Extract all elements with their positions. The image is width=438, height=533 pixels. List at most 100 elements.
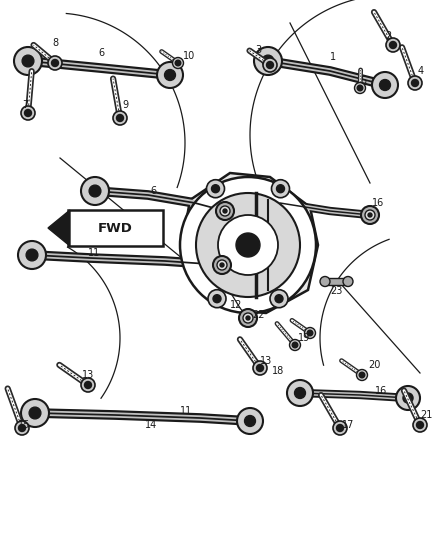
Circle shape bbox=[357, 85, 363, 91]
Circle shape bbox=[21, 399, 49, 427]
Circle shape bbox=[389, 42, 396, 49]
Circle shape bbox=[220, 263, 224, 267]
Circle shape bbox=[307, 330, 313, 336]
Polygon shape bbox=[48, 210, 70, 246]
Circle shape bbox=[218, 215, 278, 275]
Circle shape bbox=[26, 249, 38, 261]
Circle shape bbox=[212, 185, 219, 193]
Text: 22: 22 bbox=[252, 310, 265, 320]
Text: 6: 6 bbox=[150, 186, 156, 196]
Text: 19: 19 bbox=[298, 333, 310, 343]
Circle shape bbox=[180, 177, 316, 313]
Text: 17: 17 bbox=[342, 420, 354, 430]
Circle shape bbox=[223, 209, 227, 213]
Circle shape bbox=[276, 185, 285, 193]
FancyBboxPatch shape bbox=[68, 210, 163, 246]
Circle shape bbox=[196, 193, 300, 297]
Circle shape bbox=[22, 55, 34, 67]
Text: 18: 18 bbox=[272, 366, 284, 376]
Circle shape bbox=[396, 386, 420, 410]
Circle shape bbox=[413, 418, 427, 432]
Circle shape bbox=[213, 295, 221, 303]
Circle shape bbox=[52, 60, 59, 67]
Circle shape bbox=[417, 422, 424, 429]
Text: 9: 9 bbox=[122, 100, 128, 110]
Text: 4: 4 bbox=[418, 66, 424, 76]
Circle shape bbox=[81, 378, 95, 392]
Circle shape bbox=[294, 387, 305, 399]
Circle shape bbox=[361, 206, 379, 224]
Circle shape bbox=[275, 295, 283, 303]
Circle shape bbox=[85, 382, 92, 389]
Circle shape bbox=[81, 177, 109, 205]
Text: 16: 16 bbox=[372, 198, 384, 208]
Circle shape bbox=[206, 180, 225, 198]
Circle shape bbox=[175, 60, 181, 66]
Circle shape bbox=[386, 38, 400, 52]
Text: 13: 13 bbox=[82, 370, 94, 380]
Text: 16: 16 bbox=[375, 386, 387, 396]
Circle shape bbox=[21, 106, 35, 120]
Circle shape bbox=[254, 47, 282, 75]
Circle shape bbox=[365, 210, 375, 220]
Circle shape bbox=[357, 369, 367, 381]
Circle shape bbox=[263, 58, 277, 72]
Circle shape bbox=[372, 72, 398, 98]
Circle shape bbox=[336, 424, 343, 432]
Circle shape bbox=[213, 256, 231, 274]
Text: 23: 23 bbox=[330, 286, 343, 296]
Text: 13: 13 bbox=[260, 356, 272, 366]
Circle shape bbox=[354, 83, 365, 93]
Polygon shape bbox=[183, 173, 318, 313]
Circle shape bbox=[173, 58, 184, 69]
Circle shape bbox=[262, 55, 274, 67]
Circle shape bbox=[216, 202, 234, 220]
Circle shape bbox=[403, 393, 413, 403]
Text: 21: 21 bbox=[420, 410, 432, 420]
Circle shape bbox=[408, 76, 422, 90]
Circle shape bbox=[257, 365, 264, 372]
Polygon shape bbox=[325, 278, 348, 285]
Text: 11: 11 bbox=[180, 406, 192, 416]
Circle shape bbox=[290, 340, 300, 351]
Circle shape bbox=[304, 327, 315, 338]
Circle shape bbox=[368, 213, 372, 217]
Circle shape bbox=[165, 69, 176, 80]
Circle shape bbox=[343, 277, 353, 287]
Text: 7: 7 bbox=[22, 100, 28, 110]
Circle shape bbox=[18, 424, 25, 432]
Circle shape bbox=[220, 206, 230, 216]
Text: 1: 1 bbox=[330, 52, 336, 62]
Circle shape bbox=[272, 180, 290, 198]
Circle shape bbox=[411, 79, 418, 86]
Text: 3: 3 bbox=[255, 45, 261, 55]
Text: 15: 15 bbox=[18, 420, 30, 430]
Circle shape bbox=[320, 277, 330, 287]
Text: 10: 10 bbox=[183, 51, 195, 61]
Circle shape bbox=[89, 185, 101, 197]
Circle shape bbox=[217, 260, 227, 270]
Circle shape bbox=[236, 233, 260, 257]
Circle shape bbox=[113, 111, 127, 125]
Circle shape bbox=[25, 109, 32, 117]
Text: 12: 12 bbox=[230, 300, 242, 310]
Circle shape bbox=[270, 290, 288, 308]
Circle shape bbox=[333, 421, 347, 435]
Circle shape bbox=[292, 342, 298, 348]
Text: 2: 2 bbox=[385, 31, 391, 41]
Text: 11: 11 bbox=[88, 248, 100, 258]
Circle shape bbox=[18, 241, 46, 269]
Text: FWD: FWD bbox=[98, 222, 133, 235]
Circle shape bbox=[14, 47, 42, 75]
Circle shape bbox=[266, 61, 273, 69]
Text: 8: 8 bbox=[52, 38, 58, 48]
Circle shape bbox=[117, 115, 124, 122]
Circle shape bbox=[29, 407, 41, 419]
Circle shape bbox=[253, 361, 267, 375]
Circle shape bbox=[239, 309, 257, 327]
Text: 5: 5 bbox=[360, 76, 366, 86]
Circle shape bbox=[15, 421, 29, 435]
Circle shape bbox=[244, 416, 255, 426]
Circle shape bbox=[359, 372, 365, 378]
Circle shape bbox=[380, 79, 390, 91]
